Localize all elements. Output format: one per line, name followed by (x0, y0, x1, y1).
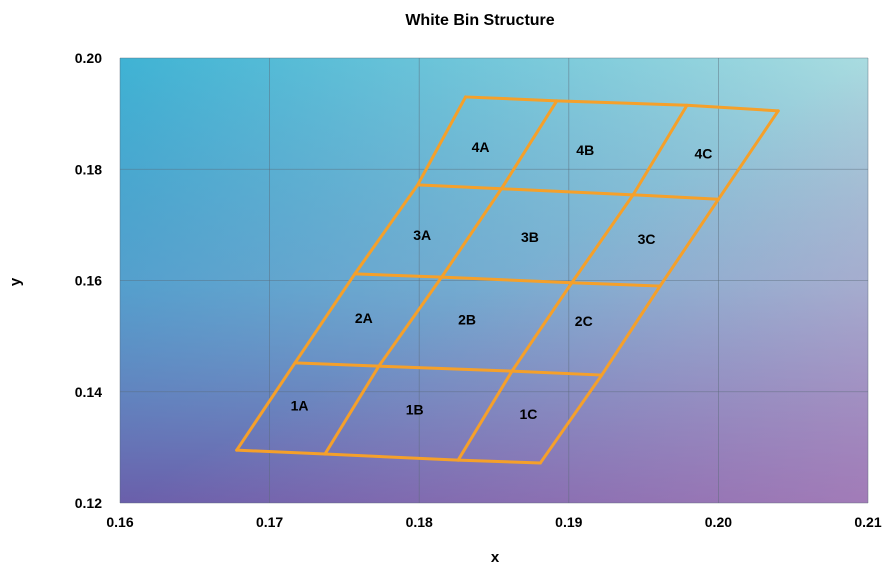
bin-label-2c: 2C (575, 313, 593, 329)
y-axis-label: y (7, 277, 24, 286)
bin-label-1b: 1B (406, 402, 424, 418)
bin-labels: 1A 1B 1C 2A 2B 2C 3A 3B 3C 4A 4B 4C (291, 139, 713, 422)
x-tick-label: 0.20 (705, 514, 732, 530)
bin-column-boundary-2 (456, 103, 689, 462)
x-axis-label: x (491, 549, 500, 566)
bin-label-1c: 1C (519, 406, 537, 422)
bin-label-4b: 4B (576, 142, 594, 158)
x-axis-ticks: 0.16 0.17 0.18 0.19 0.20 0.21 (106, 514, 881, 530)
y-tick-label: 0.12 (75, 495, 102, 511)
bin-row-boundary-2 (353, 272, 662, 288)
bin-column-boundary-0 (235, 95, 468, 452)
bin-label-3b: 3B (521, 229, 539, 245)
bin-label-4a: 4A (472, 139, 490, 155)
x-tick-label: 0.21 (854, 514, 881, 530)
y-tick-label: 0.18 (75, 161, 102, 177)
bin-row-boundary-1 (293, 361, 604, 377)
bin-label-1a: 1A (291, 398, 309, 414)
y-tick-label: 0.14 (75, 384, 102, 400)
chart-title: White Bin Structure (405, 12, 554, 29)
x-tick-label: 0.16 (106, 514, 133, 530)
bin-label-3a: 3A (413, 227, 431, 243)
x-tick-label: 0.17 (256, 514, 283, 530)
bin-row-boundary-4 (464, 95, 780, 113)
x-tick-label: 0.18 (406, 514, 433, 530)
bin-column-boundary-1 (323, 99, 559, 456)
bin-column-boundary-3 (538, 109, 780, 465)
bin-label-2b: 2B (458, 311, 476, 327)
bin-label-3c: 3C (638, 231, 656, 247)
y-axis-ticks: 0.12 0.14 0.16 0.18 0.20 (75, 50, 102, 511)
bin-row-boundary-3 (416, 183, 720, 201)
bin-row-boundary-0 (235, 448, 542, 465)
bin-label-4c: 4C (694, 146, 712, 162)
bin-outline (235, 95, 780, 465)
y-tick-label: 0.20 (75, 50, 102, 66)
bin-label-2a: 2A (355, 310, 373, 326)
x-tick-label: 0.19 (555, 514, 582, 530)
y-tick-label: 0.16 (75, 273, 102, 289)
